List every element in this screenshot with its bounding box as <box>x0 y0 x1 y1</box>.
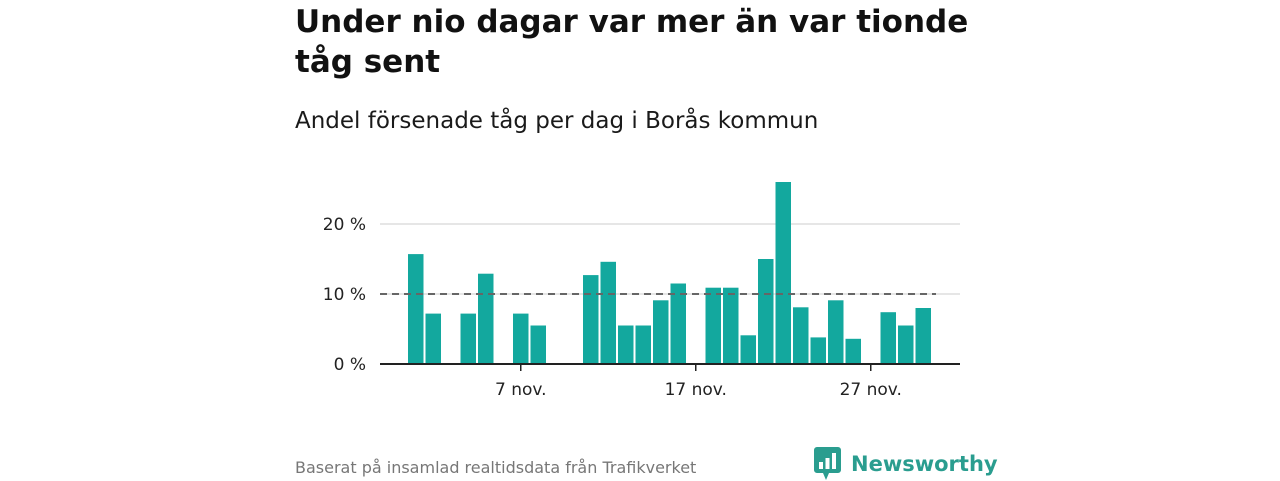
x-tick-label: 7 nov. <box>495 380 547 400</box>
x-tick-label: 27 nov. <box>840 380 902 400</box>
brand-logo[interactable]: Newsworthy <box>814 447 998 481</box>
bar-2024-11-20 <box>740 335 756 364</box>
bar-2024-11-19 <box>723 287 739 364</box>
bar-2024-11-08 <box>530 325 546 364</box>
bar-2024-11-24 <box>810 337 826 364</box>
bar-2024-11-05 <box>478 273 494 364</box>
bar-2024-11-13 <box>618 325 634 364</box>
y-tick-label: 0 % <box>334 355 366 375</box>
y-tick-label: 10 % <box>323 285 366 305</box>
bars <box>408 182 931 364</box>
chart-subtitle: Andel försenade tåg per dag i Borås komm… <box>295 108 819 134</box>
bar-2024-11-26 <box>845 338 861 364</box>
x-tick-label: 17 nov. <box>665 380 727 400</box>
bar-2024-11-11 <box>583 275 599 364</box>
source-note: Baserat på insamlad realtidsdata från Tr… <box>295 458 697 477</box>
bar-2024-11-28 <box>880 312 896 364</box>
bar-2024-11-29 <box>898 325 914 364</box>
bar-2024-11-04 <box>460 313 476 364</box>
bar-2024-11-15 <box>653 300 669 364</box>
bar-2024-11-07 <box>513 313 529 364</box>
chart-title: Under nio dagar var mer än var tionde tå… <box>295 4 969 80</box>
bar-2024-11-12 <box>600 261 616 364</box>
bar-2024-11-21 <box>758 259 774 364</box>
bar-2024-11-30 <box>915 308 931 364</box>
grid-lines <box>380 223 960 295</box>
newsworthy-logo-icon <box>814 447 841 480</box>
bar-2024-11-23 <box>793 307 809 364</box>
bar-2024-11-14 <box>635 325 651 364</box>
bar-2024-11-01 <box>408 254 424 364</box>
y-tick-label: 20 % <box>323 215 366 235</box>
bar-2024-11-16 <box>670 283 686 364</box>
bar-2024-11-25 <box>828 300 844 364</box>
bar-2024-11-02 <box>425 313 441 364</box>
bar-2024-11-18 <box>705 287 721 364</box>
brand-name: Newsworthy <box>851 452 998 476</box>
axes: 0 % 10 % 20 % 7 nov. 17 nov. 27 nov. <box>323 215 960 400</box>
bar-2024-11-22 <box>775 182 791 364</box>
